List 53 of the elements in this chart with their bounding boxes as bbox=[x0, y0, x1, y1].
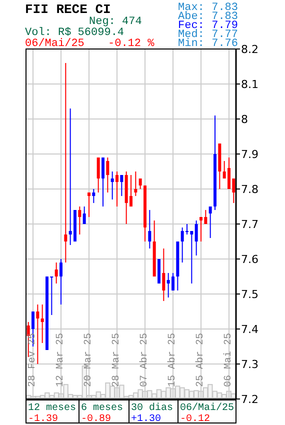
x-tick-label: 15 Abr 25 bbox=[166, 332, 178, 387]
text: +1.30 bbox=[131, 414, 162, 425]
x-tick-label: 06 Mai 25 bbox=[222, 332, 234, 387]
y-tick-label: 7.5 bbox=[241, 288, 258, 301]
y-tick-label: 7.2 bbox=[241, 393, 258, 406]
candlestick bbox=[162, 248, 166, 302]
candlestick bbox=[102, 157, 104, 207]
x-tick-label: 28 Fev 25 bbox=[28, 332, 38, 387]
candlestick bbox=[92, 188, 96, 204]
candlestick bbox=[40, 304, 44, 344]
x-tick-label: 12 Mar 25 bbox=[56, 332, 66, 387]
candlestick bbox=[208, 206, 212, 238]
text: 12 meses bbox=[28, 403, 76, 414]
annotation: -0.12 % bbox=[108, 38, 155, 50]
candlestick bbox=[78, 206, 82, 235]
candlestick bbox=[60, 258, 62, 305]
y-tick-label: 7.8 bbox=[241, 183, 258, 196]
y-tick-label: 7.9 bbox=[241, 148, 258, 161]
x-tick-label: 20 Mar 25 bbox=[84, 332, 94, 387]
candlestick bbox=[82, 206, 86, 224]
y-tick-label: 8 bbox=[241, 113, 248, 126]
y-tick-label: 7.4 bbox=[241, 323, 258, 336]
y-tick-label: 8.2 bbox=[241, 43, 258, 56]
candlestick bbox=[96, 157, 100, 193]
y-tick-label: 8.1 bbox=[241, 78, 258, 91]
candlestick bbox=[64, 62, 68, 263]
text: -0.12 bbox=[180, 414, 210, 425]
x-tick-label: 28 Mar 25 bbox=[112, 332, 122, 387]
candlestick bbox=[138, 178, 142, 190]
text: -0.89 bbox=[81, 414, 112, 425]
text: 30 dias bbox=[131, 402, 174, 414]
candlestick bbox=[54, 262, 58, 284]
x-tick-label: 07 Abr 25 bbox=[138, 332, 150, 387]
candlestick bbox=[36, 304, 40, 364]
text: Vol: R$ 56099.4 bbox=[25, 27, 124, 39]
y-tick-label: 7.6 bbox=[241, 253, 258, 266]
text: 6 meses bbox=[81, 403, 124, 414]
annotation: 06/Mai/25 bbox=[25, 38, 84, 50]
candlestick bbox=[116, 171, 118, 207]
candlestick bbox=[148, 210, 152, 249]
chart-title: FII RECE CI bbox=[25, 2, 111, 17]
text: -1.39 bbox=[28, 414, 58, 425]
candlestick bbox=[120, 174, 124, 196]
y-tick-label: 7.7 bbox=[241, 218, 258, 231]
candlestick bbox=[106, 157, 110, 193]
candlestick bbox=[194, 220, 198, 256]
candlestick bbox=[88, 192, 90, 218]
y-tick-label: 7.3 bbox=[241, 358, 258, 371]
candlestick bbox=[110, 171, 114, 200]
candlestick bbox=[134, 171, 138, 196]
x-tick-label: 25 Abr 25 bbox=[194, 332, 206, 387]
text: 06/Mai/25 bbox=[180, 402, 234, 414]
text: Neg: 474 bbox=[89, 16, 142, 28]
